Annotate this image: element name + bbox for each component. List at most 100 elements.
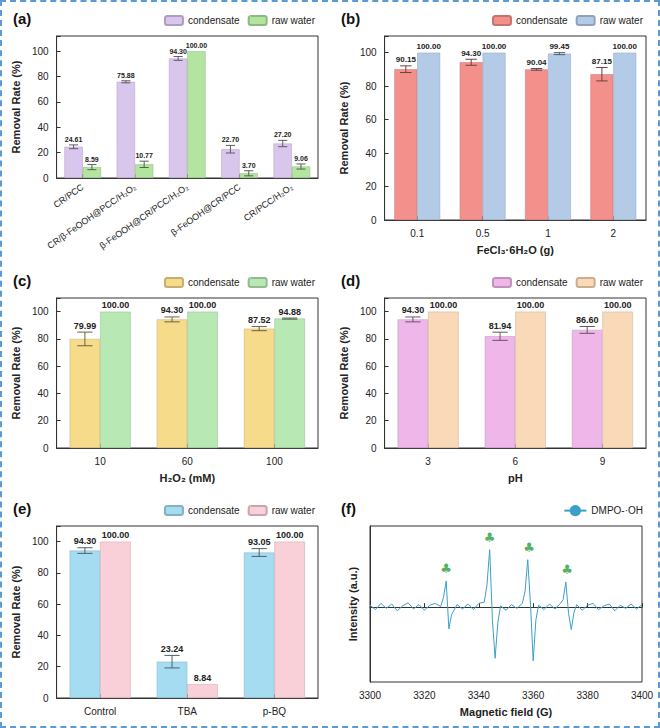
svg-text:40: 40 xyxy=(37,388,49,399)
svg-text:♣: ♣ xyxy=(523,540,535,555)
svg-text:40: 40 xyxy=(365,148,377,159)
svg-text:10.77: 10.77 xyxy=(135,152,153,159)
svg-text:60: 60 xyxy=(37,599,49,610)
svg-text:9: 9 xyxy=(600,456,606,467)
svg-text:100.00: 100.00 xyxy=(276,530,304,540)
svg-text:90.15: 90.15 xyxy=(396,55,417,64)
svg-text:3320: 3320 xyxy=(413,690,436,701)
svg-text:condensate: condensate xyxy=(516,15,568,26)
svg-text:99.45: 99.45 xyxy=(549,42,570,51)
svg-text:100.00: 100.00 xyxy=(102,530,130,540)
svg-text:raw water: raw water xyxy=(272,15,316,26)
svg-text:87.15: 87.15 xyxy=(592,57,613,66)
svg-text:60: 60 xyxy=(37,96,49,107)
svg-text:80: 80 xyxy=(37,333,49,344)
svg-text:40: 40 xyxy=(37,630,49,641)
svg-text:100.00: 100.00 xyxy=(613,42,638,51)
svg-text:81.94: 81.94 xyxy=(489,321,512,331)
svg-text:raw water: raw water xyxy=(272,277,316,288)
svg-text:20: 20 xyxy=(37,415,49,426)
svg-text:94.30: 94.30 xyxy=(161,305,184,315)
svg-text:100: 100 xyxy=(266,456,283,467)
svg-text:p-BQ: p-BQ xyxy=(263,706,287,717)
svg-text:Magnetic field (G): Magnetic field (G) xyxy=(460,706,553,718)
svg-text:80: 80 xyxy=(37,567,49,578)
svg-text:23.24: 23.24 xyxy=(161,644,184,654)
svg-text:100.00: 100.00 xyxy=(430,300,458,310)
svg-text:3340: 3340 xyxy=(468,690,491,701)
svg-text:100: 100 xyxy=(360,47,377,58)
svg-text:3360: 3360 xyxy=(522,690,545,701)
svg-text:22.70: 22.70 xyxy=(222,136,240,143)
svg-text:(e): (e) xyxy=(13,500,31,517)
svg-text:raw water: raw water xyxy=(600,277,644,288)
svg-text:60: 60 xyxy=(182,456,194,467)
svg-text:9.06: 9.06 xyxy=(294,155,308,162)
svg-text:β-FeOOH@CR/PCC/H₂O₂: β-FeOOH@CR/PCC/H₂O₂ xyxy=(98,182,191,251)
svg-text:8.59: 8.59 xyxy=(85,156,99,163)
svg-text:8.84: 8.84 xyxy=(194,673,212,683)
svg-text:94.30: 94.30 xyxy=(402,305,425,315)
svg-text:♣: ♣ xyxy=(440,561,452,576)
svg-text:DMPO-·OH: DMPO-·OH xyxy=(591,505,643,516)
svg-text:0: 0 xyxy=(43,173,49,184)
svg-text:condensate: condensate xyxy=(188,15,240,26)
svg-text:94.30: 94.30 xyxy=(169,48,187,55)
svg-text:20: 20 xyxy=(37,661,49,672)
svg-text:40: 40 xyxy=(37,122,49,133)
svg-text:Control: Control xyxy=(84,706,116,717)
svg-text:2: 2 xyxy=(611,228,617,239)
svg-text:94.30: 94.30 xyxy=(461,49,482,58)
svg-text:3300: 3300 xyxy=(359,690,382,701)
svg-text:0: 0 xyxy=(371,443,377,454)
svg-text:0: 0 xyxy=(43,693,49,704)
svg-text:0.1: 0.1 xyxy=(410,228,424,239)
svg-text:(d): (d) xyxy=(341,272,360,289)
svg-text:100.00: 100.00 xyxy=(102,300,130,310)
svg-text:60: 60 xyxy=(37,361,49,372)
svg-text:3400: 3400 xyxy=(631,690,654,701)
svg-text:3380: 3380 xyxy=(576,690,599,701)
svg-text:40: 40 xyxy=(365,388,377,399)
svg-text:(f): (f) xyxy=(341,500,356,517)
svg-text:75.88: 75.88 xyxy=(117,72,135,79)
svg-text:100: 100 xyxy=(32,46,49,57)
svg-text:CR/PCC: CR/PCC xyxy=(52,182,86,210)
svg-text:♣: ♣ xyxy=(484,530,496,545)
svg-text:Removal Rate (%): Removal Rate (%) xyxy=(10,326,22,419)
svg-text:100.00: 100.00 xyxy=(416,42,441,51)
svg-text:Removal Rate (%): Removal Rate (%) xyxy=(10,60,22,153)
svg-text:Removal Rate (%): Removal Rate (%) xyxy=(338,326,350,419)
svg-text:Removal Rate (%): Removal Rate (%) xyxy=(10,565,22,658)
svg-text:FeCl₃·6H₂O (g): FeCl₃·6H₂O (g) xyxy=(477,244,555,256)
svg-text:condensate: condensate xyxy=(188,277,240,288)
svg-text:6: 6 xyxy=(513,456,519,467)
svg-text:0: 0 xyxy=(43,443,49,454)
svg-text:H₂O₂ (mM): H₂O₂ (mM) xyxy=(159,472,215,484)
svg-text:0: 0 xyxy=(371,215,377,226)
svg-text:24.61: 24.61 xyxy=(65,136,83,143)
svg-text:(c): (c) xyxy=(13,272,31,289)
svg-text:27.20: 27.20 xyxy=(274,131,292,138)
svg-text:TBA: TBA xyxy=(178,706,198,717)
svg-text:CR/PCC/H₂O₂: CR/PCC/H₂O₂ xyxy=(242,182,295,223)
svg-text:0.5: 0.5 xyxy=(476,228,490,239)
svg-text:Intensity (a.u.): Intensity (a.u.) xyxy=(347,566,359,641)
svg-text:90.04: 90.04 xyxy=(527,58,548,67)
svg-text:60: 60 xyxy=(365,361,377,372)
svg-text:3: 3 xyxy=(425,456,431,467)
svg-text:100: 100 xyxy=(360,306,377,317)
svg-text:(a): (a) xyxy=(13,10,31,27)
svg-text:93.05: 93.05 xyxy=(248,537,271,547)
svg-text:80: 80 xyxy=(37,71,49,82)
svg-text:100.00: 100.00 xyxy=(189,300,217,310)
svg-text:100.00: 100.00 xyxy=(482,42,507,51)
svg-text:raw water: raw water xyxy=(600,15,644,26)
svg-text:Removal Rate (%): Removal Rate (%) xyxy=(338,81,350,174)
svg-text:94.88: 94.88 xyxy=(278,307,301,317)
svg-text:condensate: condensate xyxy=(188,505,240,516)
svg-text:β-FeOOH@CR/PCC: β-FeOOH@CR/PCC xyxy=(169,182,243,238)
svg-text:(b): (b) xyxy=(341,10,360,27)
svg-text:20: 20 xyxy=(37,147,49,158)
svg-text:100: 100 xyxy=(32,306,49,317)
